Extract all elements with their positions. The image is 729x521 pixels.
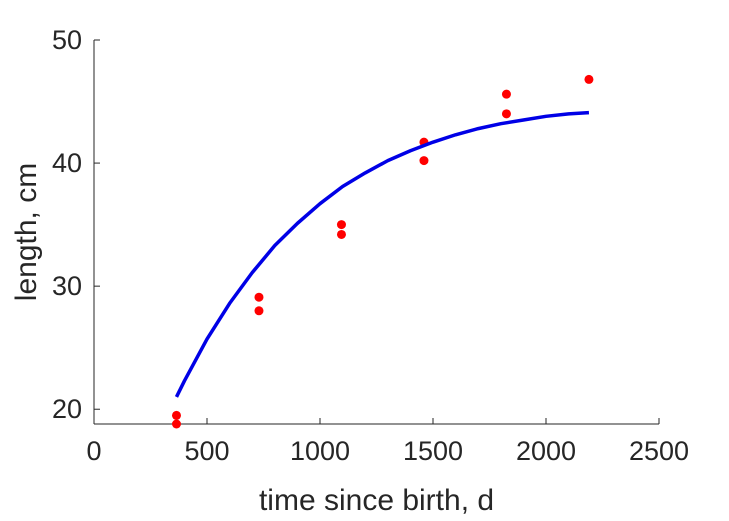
fit-curve [174,110,590,398]
data-point [254,292,264,302]
data-point [336,229,346,239]
y-tick-label: 30 [52,271,82,301]
data-point [171,410,181,420]
data-point [336,220,346,230]
data-point [419,156,429,166]
data-point [171,419,181,429]
y-tick-label: 40 [52,148,82,178]
x-tick-label: 2000 [516,436,576,466]
x-tick-label: 0 [86,436,101,466]
data-point [501,109,511,119]
data-point [501,89,511,99]
tick-marks [93,39,660,424]
y-tick-label: 50 [52,25,82,55]
x-tick-label: 1500 [403,436,463,466]
data-point [584,74,594,84]
x-tick-label: 1000 [290,436,350,466]
x-tick-label: 500 [184,436,229,466]
x-tick-label: 2500 [629,436,689,466]
axes [93,40,659,425]
y-tick-label: 20 [52,394,82,424]
x-axis-label: time since birth, d [259,484,494,517]
series [171,74,594,429]
data-point [254,306,264,316]
tick-labels: 0 500 1000 1500 2000 2500 20 30 40 50 [52,25,689,466]
y-axis-label: length, cm [10,163,43,301]
